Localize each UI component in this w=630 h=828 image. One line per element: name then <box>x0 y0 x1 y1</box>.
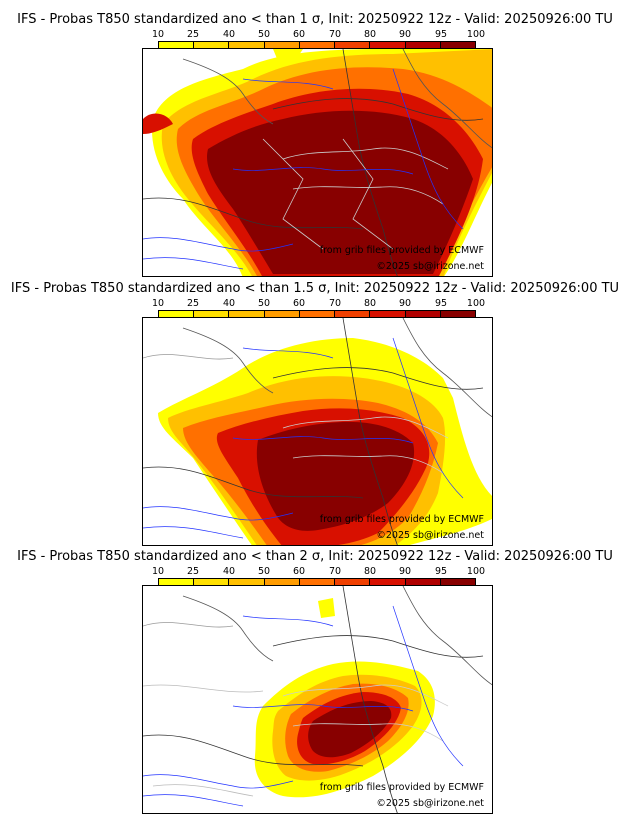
panel-title: IFS - Probas T850 standardized ano < tha… <box>10 281 620 296</box>
colorbar-swatch <box>335 579 371 587</box>
panel-title: IFS - Probas T850 standardized ano < tha… <box>17 549 613 564</box>
colorbar-swatch <box>370 579 406 587</box>
probability-map: from grib files provided by ECMWF ©2025 … <box>142 585 493 814</box>
data-source-credit: from grib files provided by ECMWF <box>319 245 484 256</box>
colorbar-tick: 40 <box>222 29 236 40</box>
colorbar-labels: 10 25 40 50 60 70 80 90 95 100 <box>152 29 485 40</box>
colorbar-tick: 100 <box>466 566 486 577</box>
colorbar-tick: 95 <box>434 29 448 40</box>
colorbar-swatch <box>159 42 195 50</box>
colorbar-swatch <box>264 579 300 587</box>
colorbar-swatch <box>264 42 300 50</box>
colorbar-swatch <box>159 311 195 319</box>
copyright-credit: ©2025 sb@irizone.net <box>376 798 484 809</box>
colorbar-tick: 60 <box>292 566 306 577</box>
probability-map: from grib files provided by ECMWF ©2025 … <box>142 48 493 277</box>
colorbar-swatch <box>229 311 265 319</box>
colorbar-swatch <box>299 42 336 50</box>
colorbar-swatch <box>194 311 230 319</box>
colorbar-tick: 90 <box>398 29 412 40</box>
colorbar-labels: 10 25 40 50 60 70 80 90 95 100 <box>152 298 485 309</box>
colorbar-tick: 70 <box>328 566 342 577</box>
colorbar-tick: 100 <box>466 298 486 309</box>
colorbar-tick: 90 <box>398 566 412 577</box>
panel-1: IFS - Probas T850 standardized ano < tha… <box>0 12 630 282</box>
colorbar-swatch <box>299 579 336 587</box>
probability-map: from grib files provided by ECMWF ©2025 … <box>142 317 493 546</box>
colorbar-swatch <box>440 579 475 587</box>
panel-2: IFS - Probas T850 standardized ano < tha… <box>0 281 630 551</box>
colorbar-tick: 25 <box>186 298 200 309</box>
colorbar-tick: 10 <box>151 29 165 40</box>
colorbar-tick: 80 <box>363 566 377 577</box>
colorbar-swatch <box>370 311 406 319</box>
colorbar-swatch <box>370 42 406 50</box>
colorbar-swatch <box>194 42 230 50</box>
colorbar-tick: 10 <box>151 566 165 577</box>
colorbar-swatch <box>440 42 475 50</box>
colorbar-swatch <box>299 311 336 319</box>
colorbar-tick: 60 <box>292 29 306 40</box>
copyright-credit: ©2025 sb@irizone.net <box>376 530 484 541</box>
probability-field <box>158 338 492 545</box>
colorbar-swatch <box>440 311 475 319</box>
colorbar-labels: 10 25 40 50 60 70 80 90 95 100 <box>152 566 485 577</box>
rivers <box>143 337 464 539</box>
colorbar-tick: 40 <box>222 566 236 577</box>
colorbar-tick: 80 <box>363 298 377 309</box>
colorbar-swatch <box>159 579 195 587</box>
colorbar-swatch <box>335 311 371 319</box>
colorbar-tick: 25 <box>186 29 200 40</box>
data-source-credit: from grib files provided by ECMWF <box>319 514 484 525</box>
rivers <box>143 68 464 270</box>
rivers <box>143 605 464 807</box>
colorbar-tick: 60 <box>292 298 306 309</box>
colorbar-tick: 70 <box>328 29 342 40</box>
colorbar-tick: 50 <box>257 298 271 309</box>
colorbar-tick: 25 <box>186 566 200 577</box>
colorbar-swatch <box>229 42 265 50</box>
probability-field <box>254 598 435 798</box>
probability-field <box>143 49 492 276</box>
colorbar-tick: 100 <box>466 29 486 40</box>
colorbar-swatch <box>335 42 371 50</box>
country-borders <box>143 318 492 545</box>
colorbar-tick: 95 <box>434 298 448 309</box>
colorbar-tick: 10 <box>151 298 165 309</box>
colorbar <box>158 578 476 588</box>
colorbar-swatch <box>405 42 441 50</box>
colorbar-swatch <box>264 311 300 319</box>
colorbar-swatch <box>194 579 230 587</box>
panel-title: IFS - Probas T850 standardized ano < tha… <box>17 12 613 27</box>
colorbar-tick: 40 <box>222 298 236 309</box>
colorbar-swatch <box>229 579 265 587</box>
country-borders <box>143 586 492 813</box>
colorbar-tick: 50 <box>257 29 271 40</box>
colorbar-swatch <box>405 579 441 587</box>
colorbar-tick: 95 <box>434 566 448 577</box>
colorbar-swatch <box>405 311 441 319</box>
colorbar-tick: 70 <box>328 298 342 309</box>
colorbar-tick: 80 <box>363 29 377 40</box>
copyright-credit: ©2025 sb@irizone.net <box>376 261 484 272</box>
data-source-credit: from grib files provided by ECMWF <box>319 782 484 793</box>
country-borders <box>143 49 492 276</box>
colorbar-tick: 90 <box>398 298 412 309</box>
panel-3: IFS - Probas T850 standardized ano < tha… <box>0 549 630 819</box>
colorbar-tick: 50 <box>257 566 271 577</box>
